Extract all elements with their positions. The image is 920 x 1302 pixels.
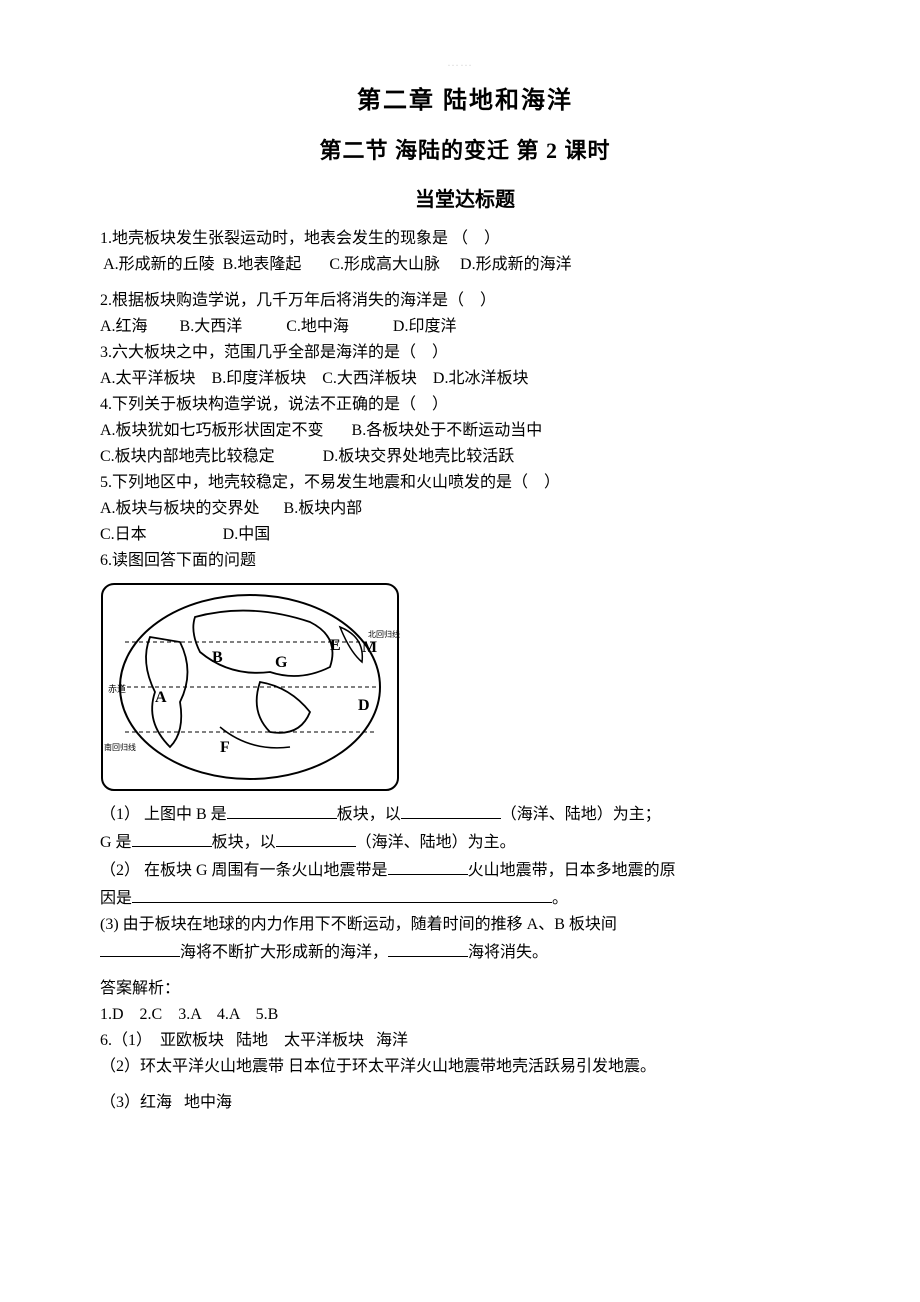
map-label-A: A [155, 689, 167, 706]
q6-sub1-line1: （1） 上图中 B 是 板块，以 （海洋、陆地）为主； [100, 800, 830, 828]
q5-options-2: C.日本 D.中国 [100, 522, 830, 548]
q6-sub1-line2: G 是 板块，以 （海洋、陆地）为主。 [100, 828, 830, 856]
q6-1a: （1） 上图中 B 是 [100, 806, 227, 823]
map-label-G: G [275, 654, 288, 671]
answers-line3: （2）环太平洋火山地震带 日本位于环太平洋火山地震带地壳活跃易引发地震。 [100, 1054, 830, 1080]
q4-options-2: C.板块内部地壳比较稳定 D.板块交界处地壳比较活跃 [100, 444, 830, 470]
blank [388, 938, 468, 957]
tropic-north-label: 北回归线 [368, 629, 400, 639]
q1-stem: 1.地壳板块发生张裂运动时，地表会发生的现象是 （ ） [100, 226, 830, 252]
blank [132, 884, 552, 903]
subtitle: 当堂达标题 [100, 183, 830, 212]
blank [276, 828, 356, 847]
q3-options: A.太平洋板块 B.印度洋板块 C.大西洋板块 D.北冰洋板块 [100, 366, 830, 392]
q6-stem: 6.读图回答下面的问题 [100, 548, 830, 574]
q4-stem: 4.下列关于板块构造学说，说法不正确的是（ ） [100, 392, 830, 418]
q6-2d: 。 [552, 890, 568, 907]
chapter-title: 第二章 陆地和海洋 [100, 80, 830, 115]
blank [401, 800, 501, 819]
q6-sub2-line1: （2） 在板块 G 周围有一条火山地震带是 火山地震带，日本多地震的原 [100, 856, 830, 884]
blank [132, 828, 212, 847]
worksheet-page: …… 第二章 陆地和海洋 第二节 海陆的变迁 第 2 课时 当堂达标题 1.地壳… [0, 0, 920, 1302]
q6-sub2-line2: 因是 。 [100, 884, 830, 912]
map-label-F: F [220, 739, 230, 756]
q6-1b: 板块，以 [337, 806, 401, 823]
q1-options: A.形成新的丘陵 B.地表隆起 C.形成高大山脉 D.形成新的海洋 [100, 252, 830, 278]
map-label-M: M [362, 639, 377, 656]
q6-2c: 因是 [100, 890, 132, 907]
world-plates-map: 赤道 南回归线 北回归线 A B G E M D F [100, 582, 400, 792]
q2-stem: 2.根据板块购造学说，几千万年后将消失的海洋是（ ） [100, 288, 830, 314]
map-label-E: E [330, 637, 341, 654]
map-label-B: B [212, 649, 223, 666]
map-label-D: D [358, 697, 370, 714]
blank [100, 938, 180, 957]
answers-line2: 6.（1） 亚欧板块 陆地 太平洋板块 海洋 [100, 1028, 830, 1054]
q6-3c: 海将消失。 [468, 944, 548, 961]
q6-2a: （2） 在板块 G 周围有一条火山地震带是 [100, 862, 388, 879]
equator-label: 赤道 [108, 683, 126, 694]
q4-options-1: A.板块犹如七巧板形状固定不变 B.各板块处于不断运动当中 [100, 418, 830, 444]
section-title: 第二节 海陆的变迁 第 2 课时 [100, 133, 830, 165]
q6-2b: 火山地震带，日本多地震的原 [468, 862, 676, 879]
q6-3b: 海将不断扩大形成新的海洋， [180, 944, 388, 961]
map-figure: 赤道 南回归线 北回归线 A B G E M D F [100, 582, 830, 792]
blank [388, 856, 468, 875]
answers-heading: 答案解析： [100, 976, 830, 1002]
header-watermark: …… [447, 55, 473, 70]
q6-sub3-line2: 海将不断扩大形成新的海洋， 海将消失。 [100, 938, 830, 966]
q6-sub3-line1: (3) 由于板块在地球的内力作用下不断运动，随着时间的推移 A、B 板块间 [100, 912, 830, 938]
q6-1d: G 是 [100, 834, 132, 851]
q2-options: A.红海 B.大西洋 C.地中海 D.印度洋 [100, 314, 830, 340]
q6-1c: （海洋、陆地）为主； [501, 806, 661, 823]
q3-stem: 3.六大板块之中，范围几乎全部是海洋的是（ ） [100, 340, 830, 366]
blank [227, 800, 337, 819]
q6-1f: （海洋、陆地）为主。 [356, 834, 516, 851]
q6-1e: 板块，以 [212, 834, 276, 851]
answers-line4: （3）红海 地中海 [100, 1090, 830, 1116]
q5-stem: 5.下列地区中，地壳较稳定，不易发生地震和火山喷发的是（ ） [100, 470, 830, 496]
q5-options-1: A.板块与板块的交界处 B.板块内部 [100, 496, 830, 522]
answers-line1: 1.D 2.C 3.A 4.A 5.B [100, 1002, 830, 1028]
tropic-south-label: 南回归线 [104, 742, 136, 752]
